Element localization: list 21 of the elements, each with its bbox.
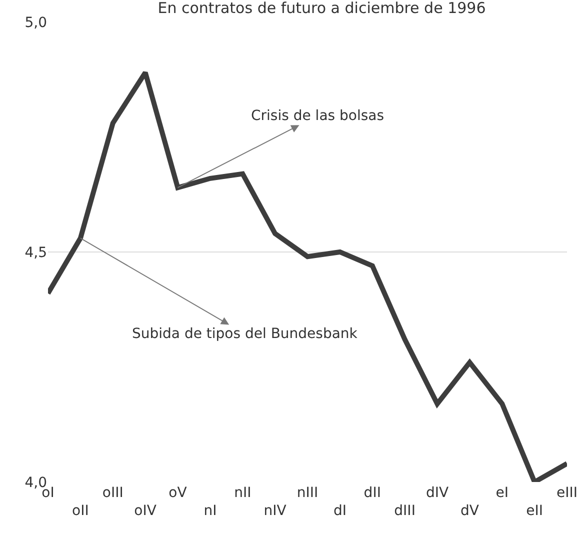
x-tick-label: nI [204,503,217,520]
x-tick-label: oII [72,503,89,520]
x-tick-label: nIII [296,485,318,501]
chart-title: En contratos de futuro a diciembre de 1996 [158,0,486,18]
annotation: Crisis de las bolsas [251,108,384,124]
x-tick-label: oIV [134,503,157,520]
x-tick-label: dIII [394,503,416,520]
x-tick-label: oV [168,485,188,501]
x-tick-label: dII [364,485,381,501]
x-tick-label: eI [496,485,509,501]
x-tick-label: oIII [102,485,124,501]
annotation: Subida de tipos del Bundesbank [132,326,358,342]
x-tick-label: eIII [556,485,578,501]
x-tick-label: nII [234,485,252,501]
x-tick-label: dI [333,503,346,520]
x-tick-label: eII [526,503,543,520]
y-tick-label: 5,0 [24,14,47,31]
y-tick-label: 4,5 [24,244,47,261]
x-tick-label: nIV [264,503,287,520]
x-tick-label: dIV [426,485,449,501]
x-tick-label: dV [460,503,480,520]
